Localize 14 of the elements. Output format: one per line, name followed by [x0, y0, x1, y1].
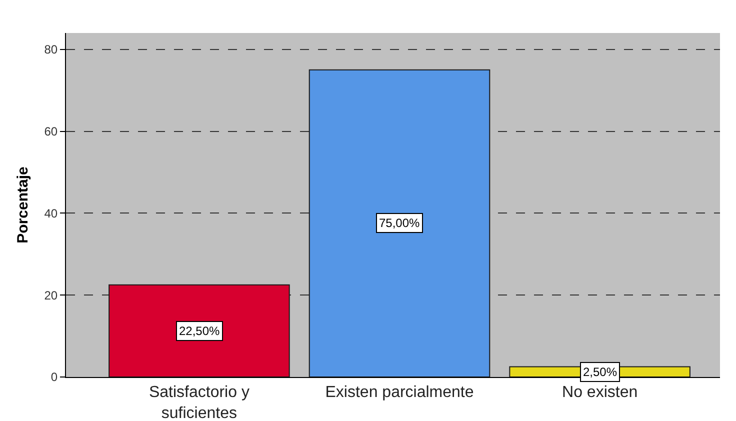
x-tick-label: No existen — [562, 384, 638, 402]
y-tick-label: 0 — [50, 370, 58, 384]
data-label: 2,50% — [583, 365, 618, 379]
bar — [108, 284, 290, 377]
x-tick-label: Existen parcialmente — [325, 384, 474, 402]
y-axis-title: Porcentaje — [14, 166, 32, 244]
x-tick-label: Satisfactorio y suficientes — [148, 384, 250, 421]
bar — [308, 69, 490, 377]
y-tick-label: 20 — [44, 288, 58, 302]
y-tick-label: 40 — [44, 206, 58, 220]
data-label: 22,50% — [179, 324, 220, 338]
y-tick-label: 60 — [44, 124, 58, 138]
y-tick-label: 80 — [44, 42, 58, 57]
data-label: 75,00% — [379, 216, 420, 230]
